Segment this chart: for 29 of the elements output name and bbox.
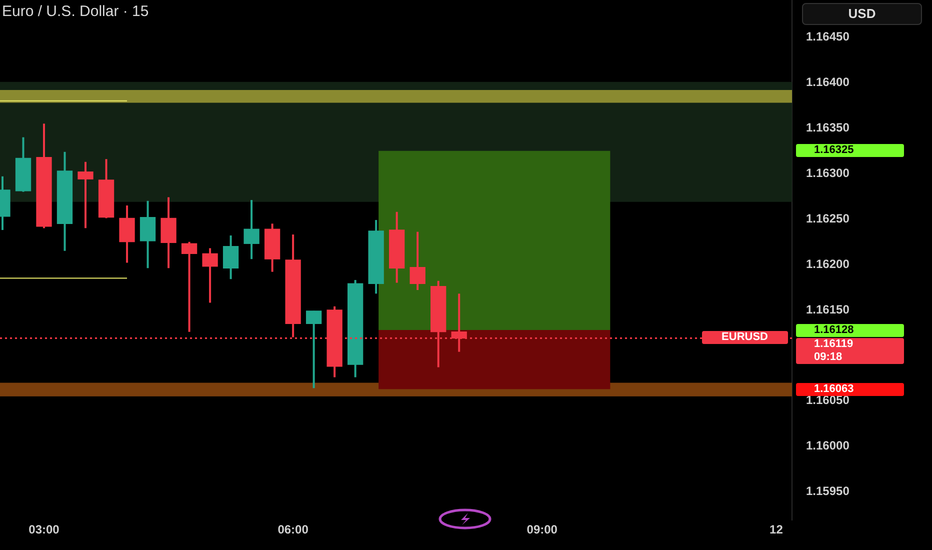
candlestick bbox=[181, 240, 198, 333]
x-tick-label: 03:00 bbox=[28, 522, 60, 537]
y-tick-label: 1.16050 bbox=[806, 393, 850, 408]
symbol-tag: EURUSD bbox=[702, 331, 788, 344]
chart-title: Euro / U.S. Dollar · 15 bbox=[2, 3, 149, 20]
candlestick bbox=[306, 310, 322, 390]
y-tick-label: 1.16350 bbox=[806, 120, 850, 134]
y-tick-label: 1.16150 bbox=[806, 302, 850, 316]
y-tick-label: 1.16000 bbox=[806, 438, 850, 453]
text: 1.16325 bbox=[814, 144, 855, 158]
y-tick-label: 1.16200 bbox=[806, 256, 850, 271]
y-tick-label: 1.16300 bbox=[806, 166, 850, 180]
y-tick-label: 1.15950 bbox=[806, 484, 850, 498]
x-tick-label: 09:00 bbox=[526, 522, 558, 537]
x-tick-label: 06:00 bbox=[278, 522, 309, 537]
text: 1.16128 bbox=[814, 324, 855, 336]
y-tick-label: 1.16400 bbox=[806, 75, 850, 90]
text: 1.16119 bbox=[814, 338, 854, 350]
y-tick-label: 1.16250 bbox=[806, 211, 850, 226]
candlestick bbox=[202, 247, 218, 304]
y-axis-title: USD bbox=[802, 3, 922, 25]
candlestick bbox=[410, 230, 426, 291]
text: 09:18 bbox=[814, 350, 844, 364]
candlestick bbox=[244, 199, 260, 260]
text: 1.16063 bbox=[814, 382, 855, 396]
candlestick bbox=[222, 234, 239, 280]
candlestick bbox=[78, 160, 94, 230]
x-tick-label: 12 bbox=[770, 522, 784, 537]
y-tick-label: 1.16450 bbox=[806, 30, 850, 44]
